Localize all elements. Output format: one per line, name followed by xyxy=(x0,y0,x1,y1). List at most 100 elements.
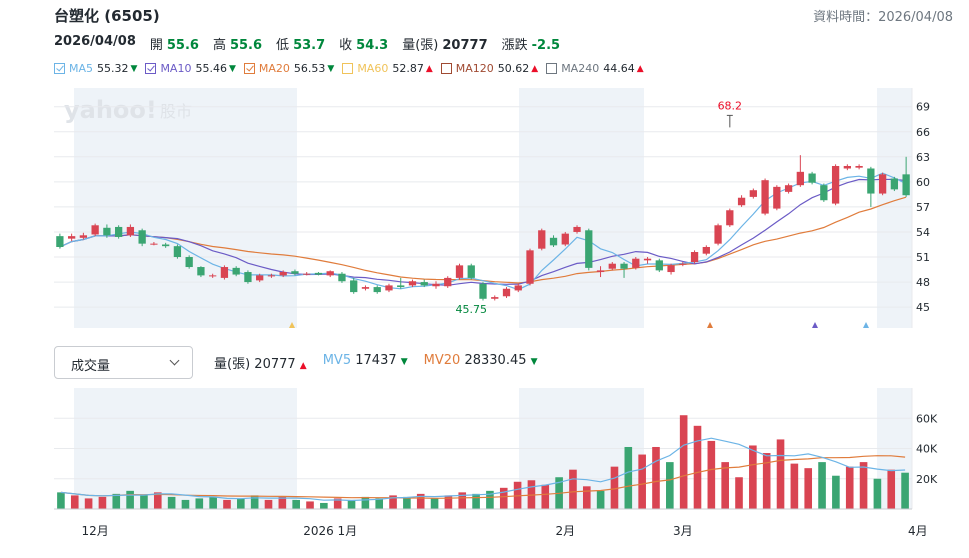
month-band xyxy=(877,88,912,328)
volume-bar xyxy=(735,477,743,509)
candle xyxy=(573,226,581,232)
candle xyxy=(444,277,452,287)
volume-bar xyxy=(749,445,757,509)
price-tick-label: 45 xyxy=(916,301,930,314)
candle xyxy=(244,272,252,283)
candle xyxy=(831,165,840,204)
ma-legend-item[interactable]: MA10 55.46 ▼ xyxy=(145,62,236,75)
volume-bar xyxy=(250,495,259,509)
mv20-value: 28330.45 xyxy=(464,353,527,368)
indicator-select[interactable]: 成交量 xyxy=(54,346,193,379)
open-value: 55.6 xyxy=(166,38,199,53)
close-label: 收 xyxy=(339,38,353,53)
candle xyxy=(538,230,546,249)
price-tick-label: 54 xyxy=(916,226,930,239)
candle xyxy=(902,174,910,196)
volume-bar xyxy=(167,496,176,509)
candle xyxy=(796,171,804,186)
candle xyxy=(784,185,793,192)
volume-bar xyxy=(486,490,494,509)
candle xyxy=(173,246,182,258)
open-label: 開 xyxy=(149,38,163,53)
candle xyxy=(514,285,522,291)
candle xyxy=(467,265,475,278)
ma-name: MA20 xyxy=(258,62,290,75)
checkbox-icon[interactable] xyxy=(440,63,452,74)
volume-bar xyxy=(596,490,605,509)
volume-bar xyxy=(610,466,619,509)
candle xyxy=(385,285,393,291)
ma-legend-item[interactable]: MA240 44.64 ▲ xyxy=(546,62,644,75)
volume-bar xyxy=(901,472,909,509)
price-tick-label: 63 xyxy=(916,151,930,164)
volume-bar xyxy=(416,493,425,509)
volume-bar xyxy=(666,462,674,509)
candle xyxy=(103,227,111,236)
triangle-down-icon: ▼ xyxy=(327,63,335,74)
candle xyxy=(878,174,887,194)
candle xyxy=(690,252,699,263)
ma-name: MA60 xyxy=(357,62,389,75)
volume-bar xyxy=(859,462,868,509)
price-chart: yahoo! 股市 69 66 63 60 57 54 51 48 45 68.2 45.75 xyxy=(54,88,930,328)
candle xyxy=(185,257,193,268)
candle xyxy=(67,236,76,239)
volume-bar xyxy=(569,469,577,509)
triangle-up-icon: ▲ xyxy=(425,63,433,74)
candle xyxy=(867,168,875,194)
volume-value: 20777 xyxy=(442,38,488,53)
candle xyxy=(561,233,569,245)
month-band xyxy=(74,88,297,328)
low-label: 低 xyxy=(276,38,290,53)
volume-tick-label: 20K xyxy=(916,473,938,486)
candle xyxy=(291,271,299,274)
volume-bar xyxy=(181,499,190,509)
volume-bar xyxy=(389,495,397,509)
candle xyxy=(373,287,381,293)
max-price-label: 68.2 xyxy=(718,99,743,112)
candle xyxy=(714,225,722,244)
indicator-select-label: 成交量 xyxy=(71,359,111,374)
checkbox-icon[interactable] xyxy=(243,63,255,74)
volume-bar xyxy=(70,495,79,509)
triangle-up-icon: ▲ xyxy=(531,63,539,74)
volume-bar xyxy=(264,499,273,509)
checkbox-icon[interactable] xyxy=(342,63,354,74)
high-value: 55.6 xyxy=(229,38,263,53)
candle xyxy=(702,246,710,254)
volume-bar xyxy=(306,501,314,509)
checkbox-icon[interactable] xyxy=(145,63,157,74)
volume-bar xyxy=(790,463,799,509)
ma-value: 55.46 xyxy=(195,62,227,75)
checkbox-icon[interactable] xyxy=(54,63,65,74)
volume-bar xyxy=(624,446,633,509)
candle xyxy=(150,243,158,245)
triangle-down-icon: ▼ xyxy=(530,357,538,367)
ma-legend-item[interactable]: MA60 52.87 ▲ xyxy=(342,62,433,75)
triangle-up-icon: ▲ xyxy=(636,63,644,74)
volume-bar xyxy=(693,425,702,509)
mv20-line xyxy=(60,455,906,499)
candle xyxy=(585,230,593,268)
ma-name: MA240 xyxy=(561,62,600,75)
price-tick-label: 57 xyxy=(916,201,930,214)
x-tick-label: 12月 xyxy=(81,524,108,538)
volume-bar xyxy=(845,466,854,509)
volume-bar xyxy=(707,440,716,509)
change-value: -2.5 xyxy=(531,38,561,53)
volume-bar xyxy=(721,462,729,509)
volume-tick-label: 40K xyxy=(916,443,938,456)
volume-bar xyxy=(582,486,591,509)
volume-bar xyxy=(195,498,204,509)
volume-bar xyxy=(347,499,356,509)
ma-legend-item[interactable]: MA120 50.62 ▲ xyxy=(440,62,539,75)
volume-bar xyxy=(126,490,134,509)
candle xyxy=(479,283,487,299)
candle xyxy=(397,285,405,288)
checkbox-icon[interactable] xyxy=(546,63,558,74)
candle xyxy=(855,165,863,168)
ma-legend-item[interactable]: MA20 56.53 ▼ xyxy=(243,62,335,75)
volume-bar xyxy=(223,499,231,509)
data-timestamp: 資料時間：2026/04/08 xyxy=(813,10,953,25)
ma-legend-item[interactable]: MA5 55.32 ▼ xyxy=(54,62,137,75)
